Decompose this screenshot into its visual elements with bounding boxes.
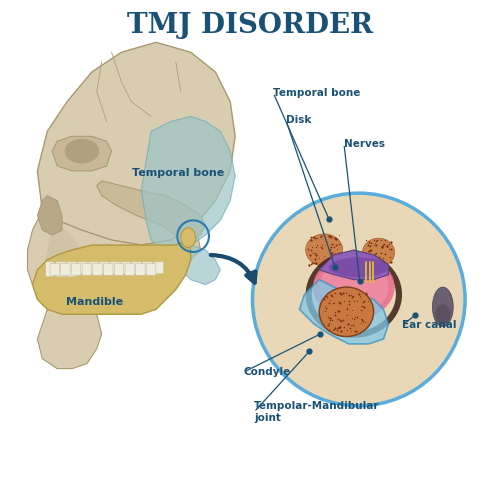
Ellipse shape (64, 139, 99, 164)
Polygon shape (141, 116, 235, 284)
FancyBboxPatch shape (142, 262, 152, 274)
Ellipse shape (319, 260, 388, 314)
Ellipse shape (306, 234, 343, 266)
Ellipse shape (432, 287, 453, 327)
FancyBboxPatch shape (60, 264, 70, 275)
FancyBboxPatch shape (72, 264, 81, 275)
Ellipse shape (319, 287, 374, 337)
Polygon shape (300, 280, 388, 344)
Text: Ear canal: Ear canal (402, 320, 457, 330)
FancyBboxPatch shape (50, 264, 59, 275)
Ellipse shape (362, 238, 394, 267)
FancyBboxPatch shape (114, 264, 124, 275)
FancyBboxPatch shape (46, 262, 54, 276)
Polygon shape (38, 42, 235, 245)
Polygon shape (38, 196, 62, 235)
FancyBboxPatch shape (78, 262, 88, 274)
Text: Disk: Disk (286, 116, 312, 126)
Ellipse shape (329, 258, 388, 277)
FancyBboxPatch shape (104, 264, 113, 275)
Text: Condyle: Condyle (244, 367, 291, 377)
FancyBboxPatch shape (66, 262, 76, 276)
FancyBboxPatch shape (99, 262, 109, 274)
Ellipse shape (313, 255, 394, 319)
Polygon shape (28, 210, 201, 368)
FancyBboxPatch shape (93, 264, 102, 275)
Ellipse shape (181, 228, 196, 248)
FancyBboxPatch shape (121, 262, 131, 274)
FancyArrowPatch shape (210, 255, 256, 282)
FancyBboxPatch shape (132, 262, 141, 274)
Circle shape (252, 193, 465, 406)
Polygon shape (32, 242, 190, 314)
FancyBboxPatch shape (56, 262, 66, 276)
FancyBboxPatch shape (125, 264, 134, 275)
Ellipse shape (312, 258, 396, 332)
FancyBboxPatch shape (110, 262, 120, 274)
Ellipse shape (436, 304, 450, 324)
Text: Temporal bone: Temporal bone (132, 168, 224, 178)
FancyBboxPatch shape (88, 262, 98, 274)
FancyBboxPatch shape (136, 264, 145, 275)
Text: Temporal bone: Temporal bone (273, 88, 360, 98)
FancyBboxPatch shape (146, 264, 156, 275)
Text: Tempolar-Mandibular
joint: Tempolar-Mandibular joint (254, 401, 380, 423)
FancyBboxPatch shape (82, 264, 92, 275)
Polygon shape (96, 181, 206, 240)
FancyBboxPatch shape (154, 262, 164, 274)
Ellipse shape (306, 251, 402, 338)
Polygon shape (42, 226, 87, 304)
Text: TMJ DISORDER: TMJ DISORDER (127, 12, 373, 38)
Text: Mandible: Mandible (66, 297, 123, 307)
Polygon shape (319, 250, 388, 280)
Text: Nerves: Nerves (344, 138, 385, 148)
Polygon shape (52, 136, 112, 171)
